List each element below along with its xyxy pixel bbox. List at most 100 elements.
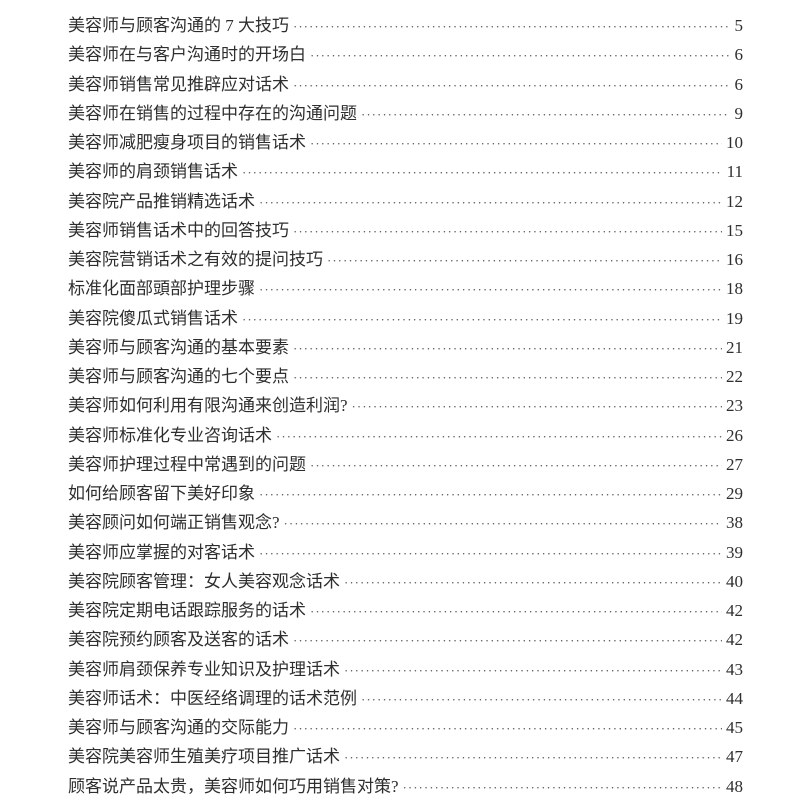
dot-leader: [344, 656, 722, 685]
toc-entry[interactable]: 美容师标准化专业咨询话术 26: [68, 421, 743, 450]
toc-entry-page-number: 18: [726, 279, 743, 299]
toc-entry-title: 美容顾问如何端正销售观念?: [68, 513, 280, 533]
toc-entry-page-number: 44: [726, 688, 743, 708]
toc-entry[interactable]: 美容院产品推销精选话术 12: [68, 187, 743, 216]
dot-leader: [403, 773, 722, 802]
toc-entry-title: 顾客说产品太贵，美容师如何巧用销售对策?: [68, 776, 399, 796]
toc-entry-page-number: 39: [726, 542, 743, 562]
toc-entry-page-number: 40: [726, 571, 743, 591]
dot-leader: [293, 217, 722, 246]
toc-entry-page-number: 27: [726, 454, 743, 474]
toc-entry[interactable]: 美容院傻瓜式销售话术 19: [68, 304, 743, 333]
dot-leader: [242, 305, 722, 334]
toc-entry-title: 美容院预约顾客及送客的话术: [68, 630, 289, 650]
toc-entry-title: 美容师话术：中医经络调理的话术范例: [68, 688, 357, 708]
dot-leader: [361, 685, 722, 714]
toc-entry-page-number: 15: [726, 220, 743, 240]
toc-entry[interactable]: 美容师与顾客沟通的交际能力 45: [68, 713, 743, 742]
toc-entry-page-number: 43: [726, 659, 743, 679]
toc-entry-page-number: 22: [726, 367, 743, 386]
toc-entry[interactable]: 美容师销售话术中的回答技巧 15: [68, 216, 743, 245]
toc-entry-title: 美容师减肥瘦身项目的销售话术: [68, 133, 306, 152]
toc-entry-page-number: 47: [726, 747, 743, 767]
toc-entry-title: 美容院营销话术之有效的提问技巧: [68, 250, 323, 269]
dot-leader: [310, 451, 722, 480]
toc-entry-page-number: 12: [726, 191, 743, 211]
toc-entry-title: 美容院美容师生殖美疗项目推广话术: [68, 747, 340, 767]
dot-leader: [344, 743, 722, 772]
toc-entry[interactable]: 美容院美容师生殖美疗项目推广话术 47: [68, 742, 743, 771]
toc-entry-page-number: 5: [734, 16, 744, 35]
toc-entry-title: 美容院产品推销精选话术: [68, 191, 255, 211]
toc-entry-title: 美容师的肩颈销售话术: [68, 162, 238, 182]
toc-entry-title: 美容师在与客户沟通时的开场白: [68, 45, 306, 65]
toc-entry-page-number: 19: [726, 308, 743, 328]
toc-entry-title: 美容院傻瓜式销售话术: [68, 308, 238, 328]
toc-entry-page-number: 16: [726, 250, 743, 269]
toc-entry-page-number: 23: [726, 396, 743, 416]
dot-leader: [327, 246, 722, 275]
toc-entry[interactable]: 美容师的肩颈销售话术 11: [68, 157, 743, 186]
toc-entry-page-number: 42: [726, 630, 743, 650]
toc-entry-page-number: 21: [726, 337, 743, 357]
toc-entry[interactable]: 如何给顾客留下美好印象 29: [68, 479, 743, 508]
dot-leader: [259, 480, 722, 509]
toc-entry-title: 美容师与顾客沟通的基本要素: [68, 337, 289, 357]
toc-entry-title: 美容师标准化专业咨询话术: [68, 425, 272, 445]
dot-leader: [293, 626, 722, 655]
toc-entry-page-number: 45: [726, 718, 743, 737]
dot-leader: [344, 568, 722, 597]
toc-entry[interactable]: 美容师话术：中医经络调理的话术范例 44: [68, 684, 743, 713]
toc-entry[interactable]: 美容师在销售的过程中存在的沟通问题 9: [68, 99, 743, 128]
toc-entry[interactable]: 美容师护理过程中常遇到的问题 27: [68, 450, 743, 479]
toc-entry-title: 如何给顾客留下美好印象: [68, 484, 255, 503]
toc-entry-page-number: 10: [726, 133, 743, 152]
toc-entry-title: 美容师肩颈保养专业知识及护理话术: [68, 659, 340, 679]
toc-entry[interactable]: 美容院预约顾客及送客的话术 42: [68, 625, 743, 654]
toc-entry[interactable]: 美容院顾客管理：女人美容观念话术 40: [68, 567, 743, 596]
toc-entry-page-number: 38: [726, 513, 743, 533]
toc-entry-page-number: 42: [726, 601, 743, 620]
dot-leader: [276, 422, 722, 451]
toc-entry-title: 美容院顾客管理：女人美容观念话术: [68, 571, 340, 591]
dot-leader: [293, 714, 722, 743]
toc-entry[interactable]: 美容师与顾客沟通的 7 大技巧 5: [68, 11, 743, 40]
toc-entry[interactable]: 美容师减肥瘦身项目的销售话术 10: [68, 128, 743, 157]
toc-entry[interactable]: 美容师肩颈保养专业知识及护理话术 43: [68, 655, 743, 684]
toc-entry[interactable]: 美容师应掌握的对客话术 39: [68, 538, 743, 567]
toc-entry-page-number: 48: [726, 776, 743, 796]
toc-entry[interactable]: 美容师与顾客沟通的基本要素 21: [68, 333, 743, 362]
toc-entry[interactable]: 美容顾问如何端正销售观念? 38: [68, 508, 743, 537]
toc-entry[interactable]: 美容师与顾客沟通的七个要点 22: [68, 362, 743, 391]
dot-leader: [310, 129, 722, 158]
toc-entry-page-number: 11: [726, 162, 743, 182]
dot-leader: [293, 12, 729, 41]
toc-entry-page-number: 6: [734, 45, 744, 65]
dot-leader: [259, 539, 722, 568]
toc-entry[interactable]: 美容师在与客户沟通时的开场白 6: [68, 40, 743, 69]
toc-entry[interactable]: 顾客说产品太贵，美容师如何巧用销售对策? 48: [68, 772, 743, 801]
toc-entry-page-number: 6: [734, 74, 744, 94]
dot-leader: [242, 158, 723, 187]
dot-leader: [293, 363, 722, 392]
dot-leader: [361, 100, 729, 129]
toc-entry-title: 美容师与顾客沟通的交际能力: [68, 718, 289, 737]
toc-entry[interactable]: 美容师如何利用有限沟通来创造利润? 23: [68, 391, 743, 420]
toc-entry-page-number: 9: [734, 103, 744, 123]
toc-entry[interactable]: 美容院营销话术之有效的提问技巧 16: [68, 245, 743, 274]
toc-entry-title: 美容师如何利用有限沟通来创造利润?: [68, 396, 348, 416]
toc-entry[interactable]: 美容院定期电话跟踪服务的话术 42: [68, 596, 743, 625]
toc-entry-title: 美容师在销售的过程中存在的沟通问题: [68, 103, 357, 123]
toc-entry-title: 美容师销售常见推辟应对话术: [68, 74, 289, 94]
toc-entry-title: 美容师与顾客沟通的七个要点: [68, 367, 289, 386]
table-of-contents: 美容师与顾客沟通的 7 大技巧5美容师在与客户沟通时的开场白6美容师销售常见推辟…: [68, 11, 743, 801]
dot-leader: [284, 509, 722, 538]
dot-leader: [310, 41, 729, 70]
toc-entry[interactable]: 标准化面部頭部护理步骤 18: [68, 274, 743, 303]
toc-entry-title: 美容师与顾客沟通的 7 大技巧: [68, 16, 289, 35]
dot-leader: [352, 392, 722, 421]
toc-entry-title: 美容师护理过程中常遇到的问题: [68, 454, 306, 474]
dot-leader: [293, 71, 729, 100]
toc-entry-page-number: 29: [726, 484, 743, 503]
toc-entry[interactable]: 美容师销售常见推辟应对话术 6: [68, 70, 743, 99]
